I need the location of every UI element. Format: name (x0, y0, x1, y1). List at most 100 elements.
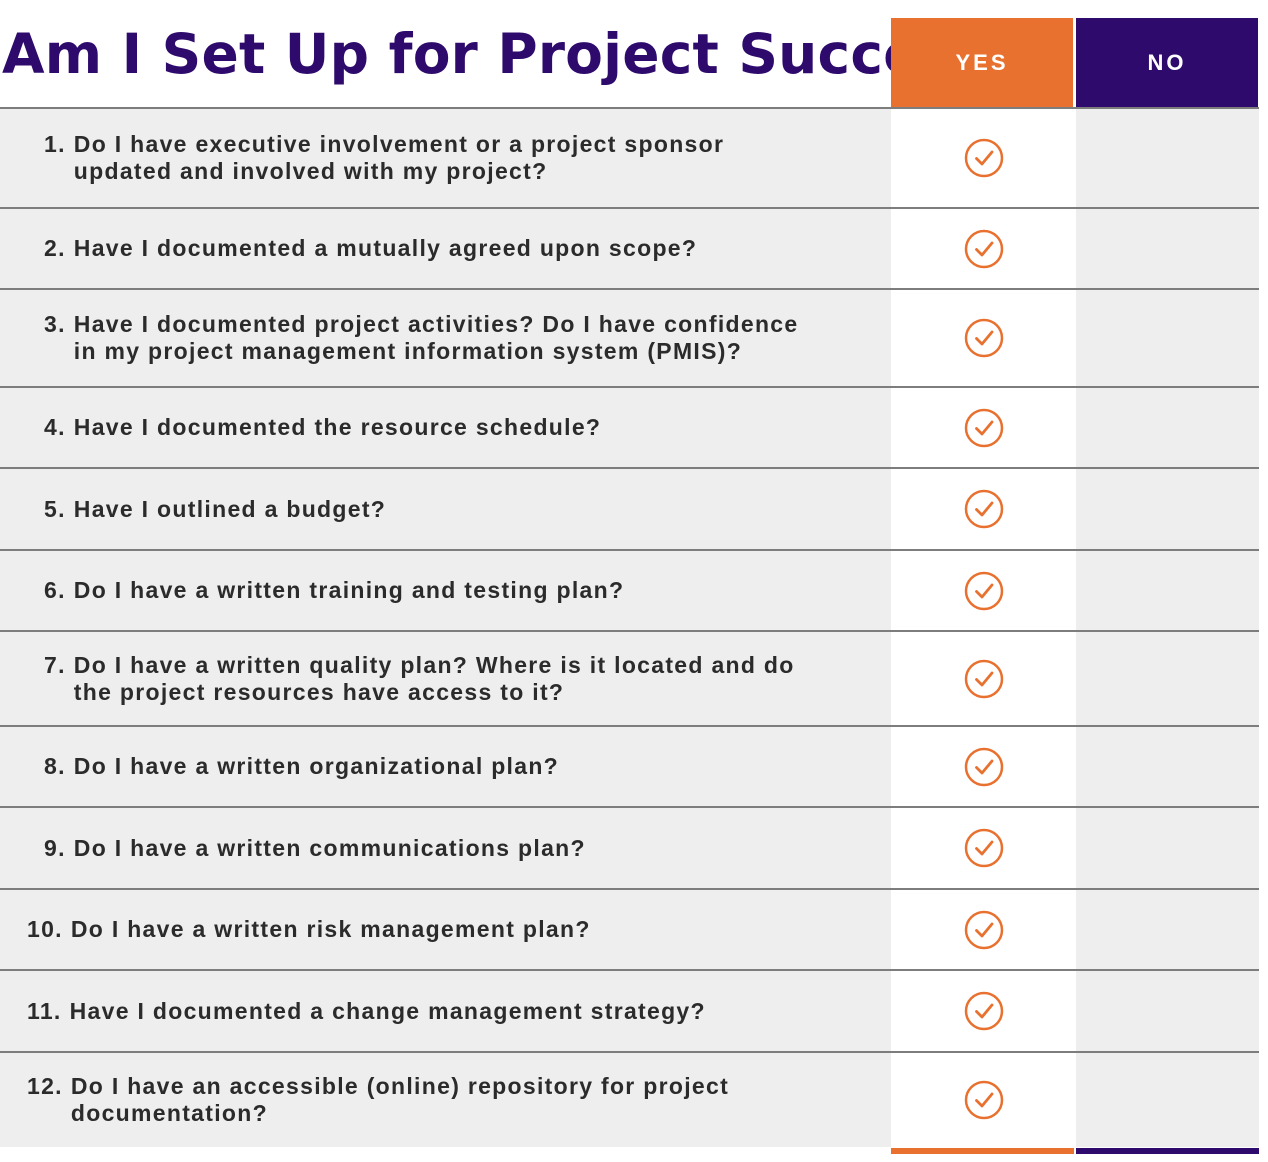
no-cell[interactable] (1076, 551, 1259, 630)
checklist-row: 3. Have I documented project activities? … (0, 288, 1259, 386)
yes-cell[interactable] (891, 1053, 1076, 1147)
checklist-row: 2. Have I documented a mutually agreed up… (0, 207, 1259, 288)
no-cell[interactable] (1076, 109, 1259, 207)
yes-cell[interactable] (891, 971, 1076, 1051)
question: 8. Do I have a written organizational pla… (44, 753, 559, 780)
question-cell: 8. Do I have a written organizational pla… (0, 727, 891, 806)
no-cell[interactable] (1076, 727, 1259, 806)
yes-cell[interactable] (891, 469, 1076, 549)
question-text: Have I documented a mutually agreed upon… (74, 235, 697, 262)
yes-cell[interactable] (891, 632, 1076, 725)
check-circle-icon (964, 910, 1003, 949)
question-line: Have I documented a mutually agreed upon… (73, 235, 698, 261)
checklist-row: 12. Do I have an accessible (online) repo… (0, 1051, 1259, 1147)
question-line: Do I have a written quality plan? Where … (73, 651, 795, 678)
checklist-row: 7. Do I have a written quality plan? Wher… (0, 630, 1259, 725)
question-number: 3. (44, 311, 66, 337)
question: 3. Have I documented project activities? … (44, 311, 799, 365)
question-text: Do I have a written quality plan? Where … (74, 652, 795, 706)
question-line: Have I documented the resource schedule? (73, 414, 602, 440)
question-number: 9. (44, 834, 66, 861)
question-text: Do I have a written training and testing… (74, 577, 625, 604)
no-cell[interactable] (1076, 290, 1259, 386)
question-number: 12. (27, 1073, 63, 1099)
question-number: 8. (44, 753, 66, 779)
question-cell: 6. Do I have a written training and testi… (0, 551, 891, 630)
checklist-row: 9. Do I have a written communications pla… (0, 806, 1259, 888)
question: 10. Do I have a written risk management p… (27, 916, 591, 943)
question: 12. Do I have an accessible (online) repo… (27, 1073, 729, 1127)
no-cell[interactable] (1076, 890, 1259, 969)
checklist-table: 1. Do I have executive involvement or a p… (0, 107, 1259, 1147)
question-line: Have I documented a change management st… (69, 997, 706, 1024)
question-text: Have I outlined a budget? (74, 496, 386, 523)
checklist-row: 11. Have I documented a change management… (0, 969, 1259, 1051)
question-line: Do I have a written training and testing… (73, 577, 625, 603)
yes-cell[interactable] (891, 808, 1076, 888)
yes-cell[interactable] (891, 109, 1076, 207)
check-circle-icon (964, 747, 1003, 786)
question-line: Do I have a written risk management plan… (70, 916, 591, 942)
no-cell[interactable] (1076, 209, 1259, 288)
question-cell: 10. Do I have a written risk management p… (0, 890, 891, 969)
question: 5. Have I outlined a budget? (44, 496, 386, 523)
no-cell[interactable] (1076, 388, 1259, 467)
question-cell: 3. Have I documented project activities? … (0, 290, 891, 386)
question-text: Have I documented a change management st… (70, 998, 706, 1025)
no-cell[interactable] (1076, 469, 1259, 549)
question: 1. Do I have executive involvement or a p… (44, 131, 724, 185)
column-header-no: NO (1076, 18, 1258, 107)
checklist-row: 10. Do I have a written risk management p… (0, 888, 1259, 969)
question-cell: 2. Have I documented a mutually agreed up… (0, 209, 891, 288)
question-line: the project resources have access to it? (73, 678, 565, 705)
yes-cell[interactable] (891, 388, 1076, 467)
yes-cell[interactable] (891, 551, 1076, 630)
yes-cell[interactable] (891, 727, 1076, 806)
check-circle-icon (964, 229, 1003, 268)
question-text: Do I have an accessible (online) reposit… (71, 1073, 729, 1127)
check-circle-icon (964, 659, 1003, 698)
check-circle-icon (964, 991, 1003, 1031)
check-circle-icon (964, 571, 1003, 610)
question-number: 2. (44, 235, 66, 261)
checklist-row: 1. Do I have executive involvement or a p… (0, 107, 1259, 207)
question-line: Have I outlined a budget? (73, 495, 387, 522)
question: 11. Have I documented a change management… (27, 998, 706, 1025)
question-cell: 11. Have I documented a change management… (0, 971, 891, 1051)
question-number: 5. (44, 495, 66, 522)
question-number: 7. (44, 651, 66, 678)
question-text: Do I have executive involvement or a pro… (74, 131, 724, 185)
question-text: Have I documented project activities? Do… (74, 311, 799, 365)
question-number: 1. (44, 131, 66, 157)
checklist-row: 4. Have I documented the resource schedul… (0, 386, 1259, 467)
yes-cell[interactable] (891, 209, 1076, 288)
question-cell: 12. Do I have an accessible (online) repo… (0, 1053, 891, 1147)
question-line: Do I have an accessible (online) reposit… (70, 1073, 730, 1099)
question-line: documentation? (70, 1100, 268, 1126)
question: 4. Have I documented the resource schedul… (44, 414, 601, 441)
question-cell: 7. Do I have a written quality plan? Wher… (0, 632, 891, 725)
check-circle-icon (964, 318, 1003, 358)
no-cell[interactable] (1076, 808, 1259, 888)
yes-column-bottom-bar (891, 1148, 1074, 1154)
question-cell: 9. Do I have a written communications pla… (0, 808, 891, 888)
question-number: 6. (44, 577, 66, 603)
question-line: Do I have a written organizational plan? (73, 753, 560, 779)
question-line: in my project management information sys… (73, 338, 743, 364)
no-cell[interactable] (1076, 1053, 1259, 1147)
check-circle-icon (964, 1080, 1003, 1120)
yes-cell[interactable] (891, 290, 1076, 386)
question-text: Do I have a written organizational plan? (74, 753, 559, 780)
question-line: updated and involved with my project? (73, 158, 548, 184)
question-text: Have I documented the resource schedule? (74, 414, 601, 441)
checklist-row: 5. Have I outlined a budget? (0, 467, 1259, 549)
yes-cell[interactable] (891, 890, 1076, 969)
no-cell[interactable] (1076, 971, 1259, 1051)
checklist-row: 6. Do I have a written training and testi… (0, 549, 1259, 630)
question: 9. Do I have a written communications pla… (44, 835, 586, 862)
no-column-bottom-bar (1076, 1148, 1259, 1154)
question-number: 4. (44, 414, 66, 440)
question-line: Do I have executive involvement or a pro… (73, 131, 725, 157)
no-cell[interactable] (1076, 632, 1259, 725)
checklist-row: 8. Do I have a written organizational pla… (0, 725, 1259, 806)
